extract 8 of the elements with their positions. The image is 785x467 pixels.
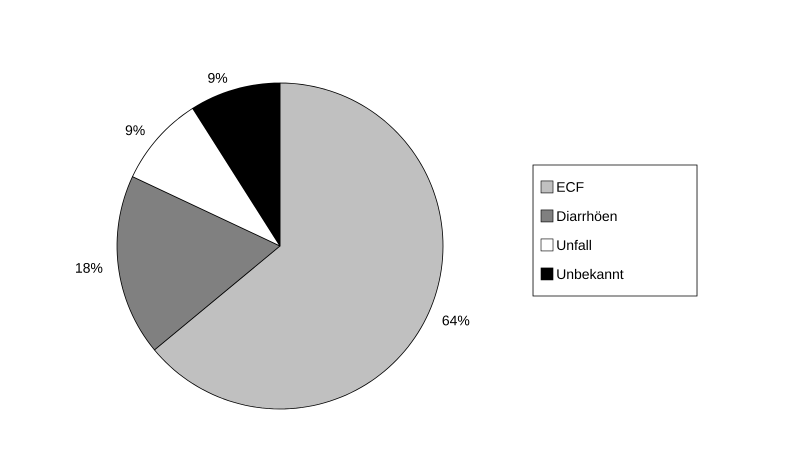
data-label: 18% xyxy=(76,262,102,273)
legend-label: Unbekannt xyxy=(557,268,624,280)
data-label: 9% xyxy=(208,72,228,83)
legend-label: ECF xyxy=(557,182,584,192)
data-label: 9% xyxy=(126,125,145,136)
legend-label: Diarrhöen xyxy=(557,210,617,222)
data-label: 64% xyxy=(442,316,470,326)
legend-label: Unfall xyxy=(557,240,591,250)
